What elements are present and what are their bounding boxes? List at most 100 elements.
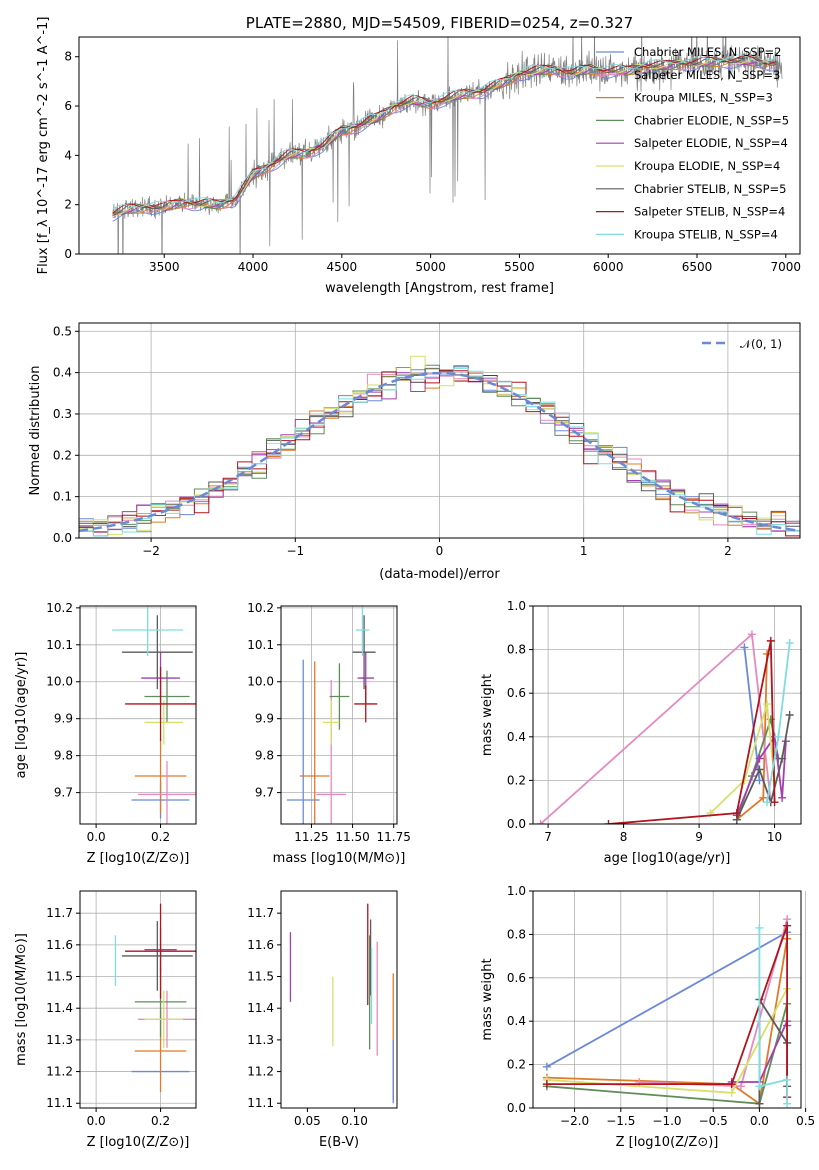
x-tick-label: 4000	[238, 260, 269, 274]
legend-label: Salpeter STELIB, N_SSP=4	[634, 205, 785, 219]
y-tick-label: 0.0	[507, 817, 526, 831]
y-axis-label: mass weight	[480, 958, 495, 1040]
y-tick-label: 0.4	[507, 1014, 526, 1028]
x-tick-label: 0.0	[87, 1114, 106, 1128]
axes-frame	[532, 890, 802, 1109]
x-tick-label: 3500	[149, 260, 180, 274]
model-fit-line	[112, 61, 777, 219]
legend: Chabrier MILES, N_SSP=2 Salpeter MILES, N…	[596, 45, 789, 241]
chart-weight_vs_age: 7 8 9 10 0.0 0.2 0.4 0.6 0.8 1.0 age [log10(age/yr…	[480, 599, 802, 866]
legend-label: Chabrier ELODIE, N_SSP=5	[634, 113, 789, 127]
weight-series	[604, 636, 779, 824]
y-tick-label: 0.2	[53, 448, 72, 462]
x-tick-label: 5500	[504, 260, 535, 274]
weight-marker	[542, 1080, 551, 1089]
weight-series	[763, 639, 794, 807]
plot-area	[536, 630, 794, 824]
weight-marker	[755, 1099, 764, 1108]
x-tick-label: 0.2	[151, 1114, 170, 1128]
normal-curve	[79, 371, 800, 533]
weight-marker	[736, 1082, 745, 1091]
x-tick-label: 11.75	[377, 830, 411, 844]
y-tick-label: 8	[64, 50, 72, 64]
y-tick-label: 9.9	[255, 712, 274, 726]
data-point	[329, 663, 350, 730]
weight-marker	[727, 1088, 736, 1097]
x-tick-label: 6000	[593, 260, 624, 274]
chart-title: PLATE=2880, MJD=54509, FIBERID=0254, z=0…	[246, 14, 633, 32]
axes-frame	[78, 322, 801, 539]
y-tick-label: 10.2	[247, 601, 274, 615]
data-point	[322, 700, 340, 745]
data-point	[121, 615, 193, 690]
x-tick-label: 0.0	[750, 1114, 769, 1128]
legend-label: Kroupa MILES, N_SSP=3	[634, 91, 773, 105]
residual-histogram	[79, 369, 800, 537]
data-point	[121, 921, 193, 991]
x-axis-label: E(B-V)	[319, 1135, 359, 1150]
x-tick-label: −1.0	[652, 1114, 681, 1128]
y-axis-label: Normed distribution	[28, 366, 43, 496]
chart-mass_vs_ebv: 0.05 0.10 11.1 11.2 11.3 11.4 11.5 11.6 11.7 E(B-…	[247, 890, 398, 1150]
legend-label: Chabrier STELIB, N_SSP=5	[634, 182, 786, 196]
x-tick-label: 0.10	[341, 1114, 368, 1128]
y-tick-label: 11.6	[46, 938, 73, 952]
y-tick-label: 0.2	[507, 773, 526, 787]
axes-frame	[280, 605, 398, 825]
weight-marker	[536, 820, 545, 824]
y-tick-label: 11.5	[46, 970, 73, 984]
legend-label: Chabrier MILES, N_SSP=2	[634, 45, 781, 59]
weight-marker	[778, 754, 787, 763]
weight-marker	[759, 793, 768, 802]
x-tick-label: −0.5	[699, 1114, 728, 1128]
data-point	[352, 615, 376, 690]
x-tick-label: 9	[695, 830, 703, 844]
data-point	[144, 670, 190, 723]
x-tick-label: 10	[767, 830, 782, 844]
x-axis-label: Z [log10(Z/Z⊙)]	[87, 1135, 190, 1150]
y-tick-label: 2	[64, 198, 72, 212]
y-axis-label: mass [log10(M/M⊙)]	[14, 933, 29, 1066]
chart-age_vs_Z: 0.0 0.2 9.7 9.8 9.9 10.0 10.1 10.2 Z [log10(Z/Z⊙…	[14, 601, 197, 866]
y-tick-label: 0.0	[53, 531, 72, 545]
axes-frame	[280, 890, 398, 1109]
weight-marker	[783, 921, 792, 930]
y-tick-label: 10.1	[247, 638, 274, 652]
model-fit-line	[112, 62, 777, 222]
x-axis-label: mass [log10(M/M⊙)]	[273, 851, 406, 866]
x-tick-label: 7	[544, 830, 552, 844]
x-tick-label: 6500	[682, 260, 713, 274]
y-tick-label: 0.8	[507, 643, 526, 657]
x-tick-label: 1	[580, 544, 588, 558]
data-point	[355, 606, 370, 656]
weight-marker	[755, 1082, 764, 1091]
x-tick-label: 4500	[327, 260, 358, 274]
weight-marker	[774, 732, 783, 741]
x-tick-label: 11.25	[294, 830, 328, 844]
x-axis-label: Z [log10(Z/Z⊙)]	[87, 851, 190, 866]
weight-series	[732, 649, 772, 824]
y-tick-label: 11.2	[247, 1065, 274, 1079]
x-axis-label: wavelength [Angstrom, rest frame]	[325, 281, 554, 296]
y-tick-label: 0.5	[53, 324, 72, 338]
x-axis-label: Z [log10(Z/Z⊙)]	[616, 1135, 719, 1150]
data-point	[354, 685, 378, 723]
plot-area	[112, 37, 783, 254]
y-tick-label: 11.5	[247, 970, 274, 984]
weight-series-line	[608, 640, 776, 824]
weight-marker	[604, 820, 613, 824]
y-tick-label: 6	[64, 99, 72, 113]
y-tick-label: 9.8	[255, 749, 274, 763]
x-tick-label: −1.5	[606, 1114, 635, 1128]
y-tick-label: 11.1	[247, 1096, 274, 1110]
weight-series-line	[546, 931, 788, 1068]
weight-marker	[542, 1062, 551, 1071]
weight-marker	[763, 798, 772, 807]
weight-marker	[766, 636, 775, 645]
plot-area	[79, 355, 800, 537]
chart-mass_vs_Z: 0.0 0.2 11.1 11.2 11.3 11.4 11.5 11.6 11.7 Z [log…	[14, 890, 197, 1150]
x-axis-label: age [log10(age/yr)]	[604, 851, 731, 866]
y-tick-label: 1.0	[507, 599, 526, 613]
y-tick-label: 9.9	[54, 712, 73, 726]
